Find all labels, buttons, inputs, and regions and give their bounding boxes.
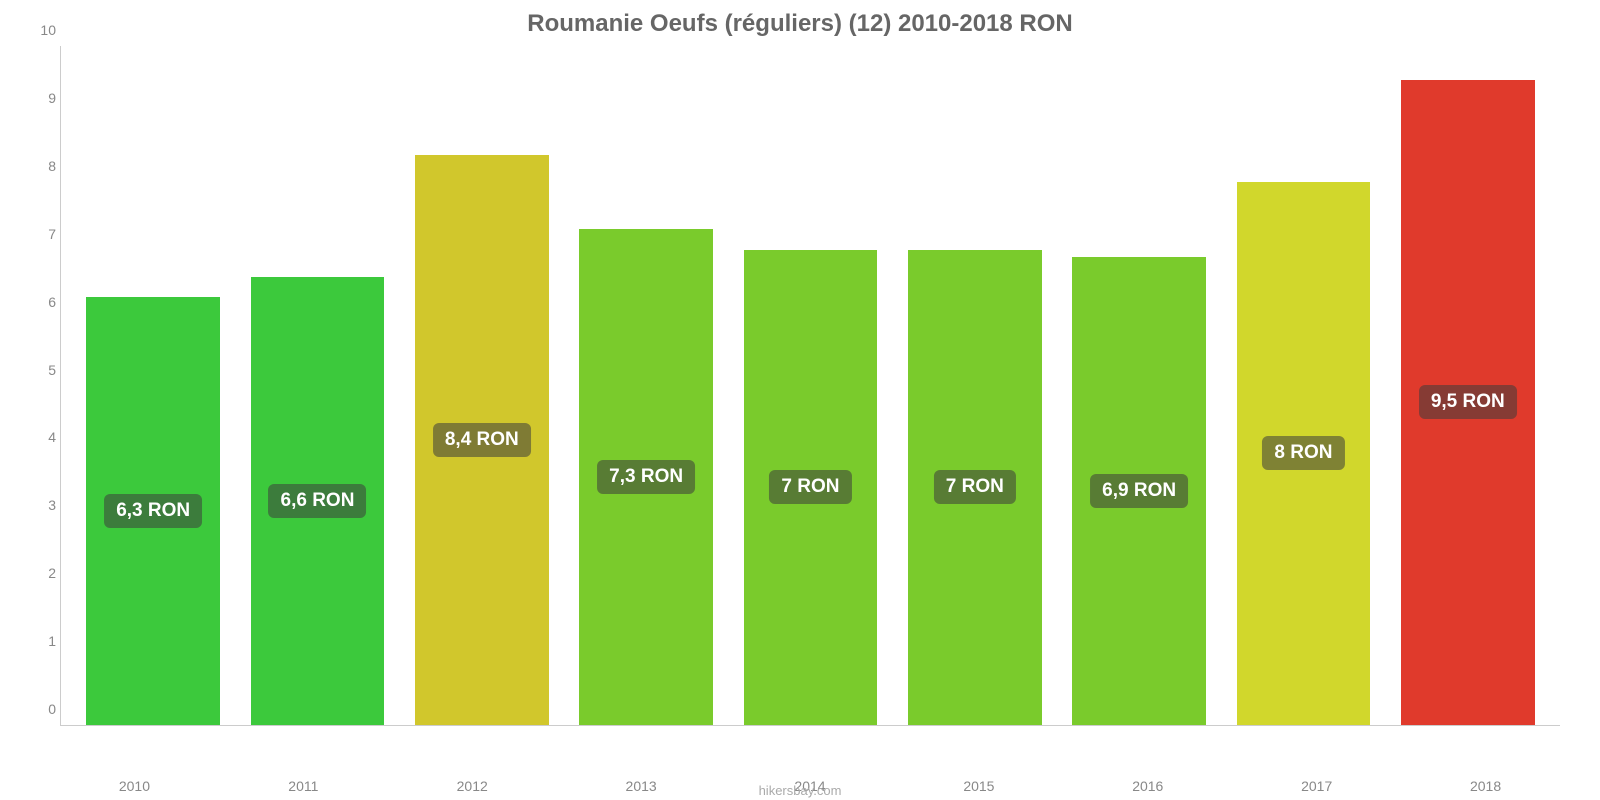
y-tick: 6 [21,294,56,310]
bar-value-label: 6,3 RON [104,494,202,528]
y-tick: 10 [21,22,56,38]
bar-value-label: 8 RON [1262,436,1344,470]
bar-value-label: 7,3 RON [597,460,695,494]
bar-slot: 8,4 RON [400,46,564,725]
bar: 8 RON [1237,182,1370,725]
source-label: hikersbay.com [0,783,1600,798]
bar-value-label: 8,4 RON [433,423,531,457]
y-tick: 7 [21,226,56,242]
y-tick: 3 [21,497,56,513]
chart-container: Roumanie Oeufs (réguliers) (12) 2010-201… [0,0,1600,800]
bar-value-label: 6,6 RON [269,484,367,518]
y-tick: 2 [21,565,56,581]
chart-title: Roumanie Oeufs (réguliers) (12) 2010-201… [20,10,1580,38]
bar-value-label: 7 RON [769,470,851,504]
bar-slot: 7 RON [893,46,1057,725]
bar: 9,5 RON [1401,80,1534,725]
plot-area: 6,3 RON 6,6 RON 8,4 RON 7,3 RON 7 RON 7 RON 6,… [60,46,1560,726]
y-tick: 0 [21,701,56,717]
bar-value-label: 6,9 RON [1090,474,1188,508]
bars-group: 6,3 RON 6,6 RON 8,4 RON 7,3 RON 7 RON 7 RON 6,… [61,46,1560,725]
bar: 7,3 RON [579,229,712,725]
y-tick: 9 [21,90,56,106]
bar: 6,6 RON [251,277,384,725]
bar: 7 RON [908,250,1041,725]
bar-slot: 6,6 RON [235,46,399,725]
bar-slot: 6,3 RON [71,46,235,725]
y-tick: 5 [21,362,56,378]
bar-slot: 8 RON [1221,46,1385,725]
bar-slot: 7 RON [728,46,892,725]
bar-slot: 6,9 RON [1057,46,1221,725]
bar: 6,3 RON [86,297,219,725]
y-tick: 4 [21,429,56,445]
y-tick: 8 [21,158,56,174]
y-tick: 1 [21,633,56,649]
bar-value-label: 9,5 RON [1419,385,1517,419]
bar-slot: 9,5 RON [1386,46,1550,725]
bar: 8,4 RON [415,155,548,725]
bar: 6,9 RON [1072,257,1205,726]
bar-value-label: 7 RON [934,470,1016,504]
bar-slot: 7,3 RON [564,46,728,725]
bar: 7 RON [744,250,877,725]
